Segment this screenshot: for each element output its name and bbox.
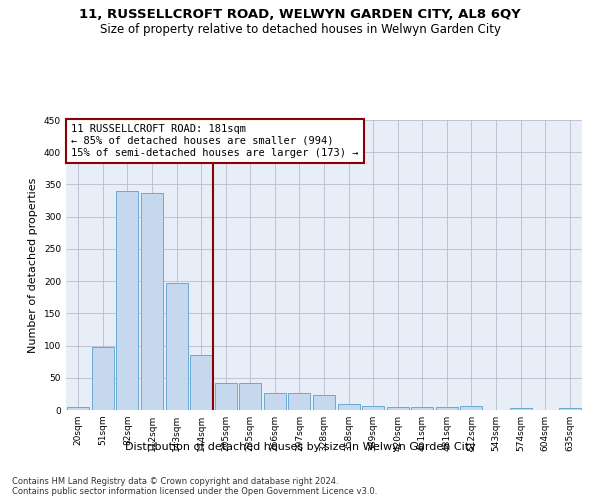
Bar	[362, 406, 384, 410]
Bar	[289, 392, 310, 410]
Bar	[92, 347, 114, 410]
Text: Contains HM Land Registry data © Crown copyright and database right 2024.: Contains HM Land Registry data © Crown c…	[12, 478, 338, 486]
Bar	[116, 191, 139, 410]
Bar	[411, 408, 433, 410]
Bar	[264, 392, 286, 410]
Bar	[559, 408, 581, 410]
Text: Distribution of detached houses by size in Welwyn Garden City: Distribution of detached houses by size …	[125, 442, 475, 452]
Y-axis label: Number of detached properties: Number of detached properties	[28, 178, 38, 352]
Text: 11, RUSSELLCROFT ROAD, WELWYN GARDEN CITY, AL8 6QY: 11, RUSSELLCROFT ROAD, WELWYN GARDEN CIT…	[79, 8, 521, 20]
Text: 11 RUSSELLCROFT ROAD: 181sqm
← 85% of detached houses are smaller (994)
15% of s: 11 RUSSELLCROFT ROAD: 181sqm ← 85% of de…	[71, 124, 359, 158]
Bar	[67, 407, 89, 410]
Bar	[215, 383, 237, 410]
Bar	[460, 406, 482, 410]
Bar	[386, 408, 409, 410]
Text: Size of property relative to detached houses in Welwyn Garden City: Size of property relative to detached ho…	[100, 22, 500, 36]
Bar	[509, 408, 532, 410]
Bar	[313, 394, 335, 410]
Bar	[141, 193, 163, 410]
Bar	[436, 408, 458, 410]
Bar	[338, 404, 359, 410]
Bar	[166, 283, 188, 410]
Bar	[239, 383, 262, 410]
Bar	[190, 355, 212, 410]
Text: Contains public sector information licensed under the Open Government Licence v3: Contains public sector information licen…	[12, 488, 377, 496]
